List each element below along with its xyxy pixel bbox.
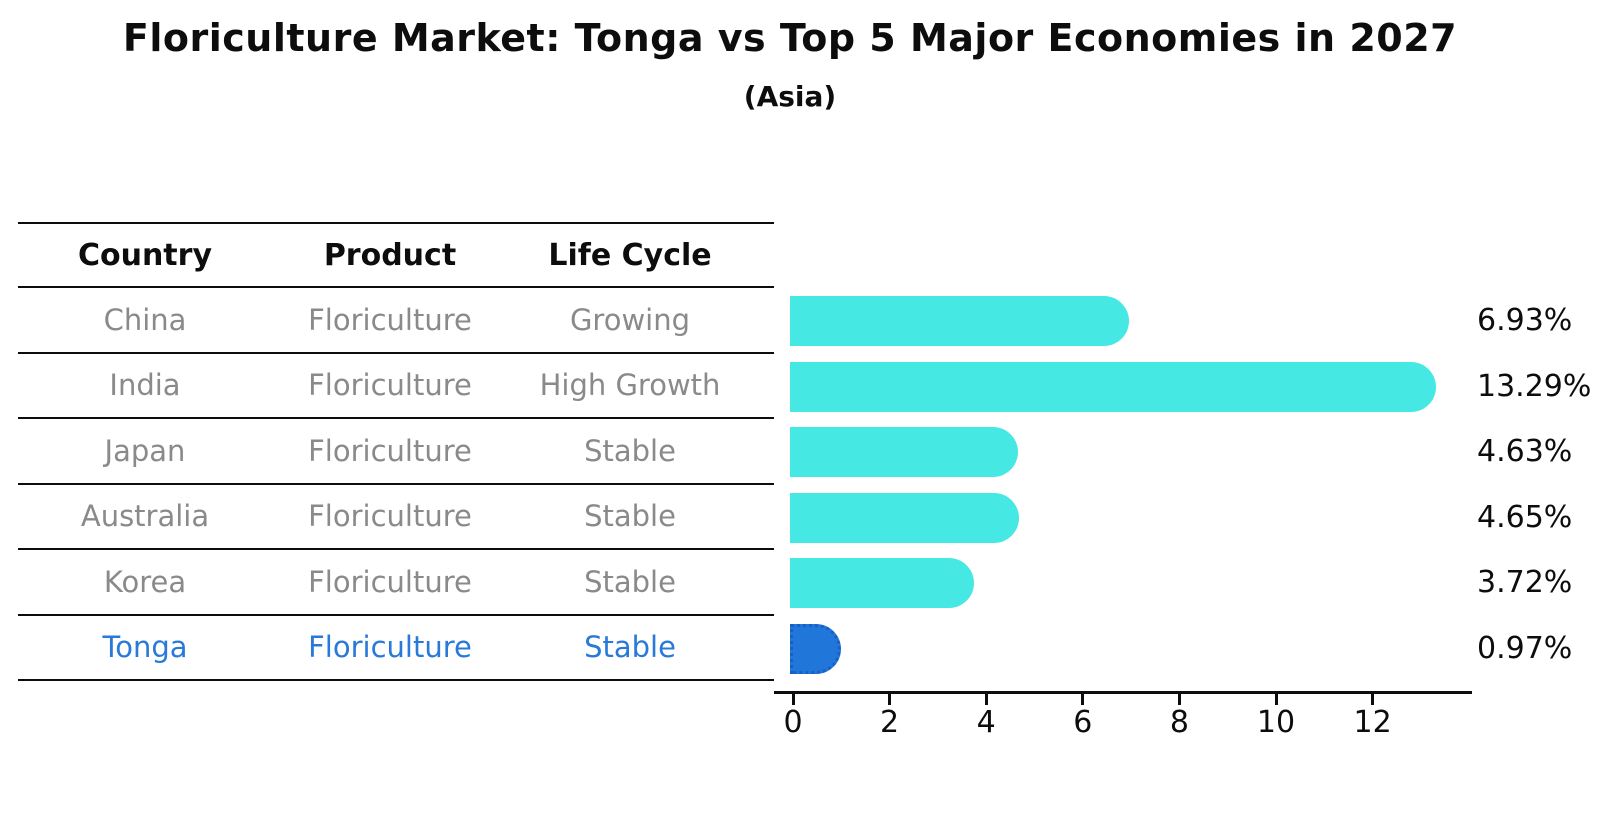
x-tick-label: 4 [976,705,996,740]
value-label-japan: 4.63% [1477,434,1573,469]
x-tick-mark [791,694,795,705]
product-cell: Floriculture [308,564,472,599]
product-cell: Floriculture [308,433,472,468]
table-row-australia: Australia Floriculture Stable [18,485,774,550]
table-row-china: China Floriculture Growing [18,288,774,354]
country-cell: China [103,302,187,337]
column-header-life-cycle: Life Cycle [548,237,712,273]
value-label-tonga: 0.97% [1477,630,1573,666]
value-label-china: 6.93% [1477,303,1573,338]
country-cell: India [109,368,181,403]
x-tick-mark [1177,694,1181,705]
x-tick-mark [888,694,892,705]
x-tick-mark [1274,694,1278,705]
table-row-korea: Korea Floriculture Stable [18,550,774,616]
value-label-india: 13.29% [1477,368,1592,404]
product-cell: Floriculture [308,302,472,337]
country-cell: Korea [103,564,187,599]
product-cell: Floriculture [308,630,472,665]
table-header-row: Country Product Life Cycle [18,224,774,288]
value-label-korea: 3.72% [1477,565,1573,600]
bar-australia [790,492,1019,543]
column-header-product: Product [323,237,457,273]
country-cell: Australia [80,499,210,534]
chart-subtitle: (Asia) [743,80,837,113]
table-row-india: India Floriculture High Growth [18,354,774,419]
x-tick-label: 10 [1256,705,1296,740]
bar-tonga [790,623,841,674]
country-table: Country Product Life Cycle China Floricu… [18,222,774,681]
table-row-japan: Japan Floriculture Stable [18,419,774,485]
x-tick-mark [1371,694,1375,705]
x-tick-label: 12 [1353,705,1392,740]
x-tick-label: 0 [783,705,803,740]
product-cell: Floriculture [308,499,472,534]
column-header-country: Country [77,237,213,273]
bar-india [790,361,1436,412]
bar-japan [790,427,1018,477]
life-cycle-cell: High Growth [539,368,721,403]
x-tick-label: 8 [1169,705,1189,740]
life-cycle-cell: Stable [584,564,676,599]
life-cycle-cell: Growing [569,302,691,337]
bar-korea [790,558,974,608]
country-cell: Japan [104,433,186,468]
bar-china [790,296,1129,346]
x-axis-line [774,691,1472,694]
life-cycle-cell: Stable [584,630,676,665]
life-cycle-cell: Stable [584,433,676,468]
value-label-australia: 4.65% [1477,499,1573,535]
life-cycle-cell: Stable [584,499,676,534]
x-tick-mark [1081,694,1085,705]
chart-title: Floriculture Market: Tonga vs Top 5 Majo… [122,16,1458,60]
table-row-tonga: Tonga Floriculture Stable [18,616,774,681]
product-cell: Floriculture [308,368,472,403]
country-cell: Tonga [102,630,188,665]
x-tick-label: 2 [880,705,900,740]
x-tick-label: 6 [1073,705,1093,740]
x-tick-mark [984,694,988,705]
